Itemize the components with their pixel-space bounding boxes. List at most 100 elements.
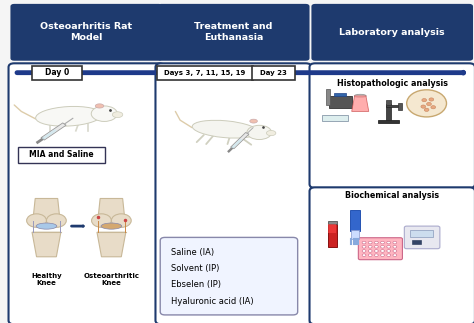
FancyBboxPatch shape (404, 226, 440, 249)
Bar (412, 240, 421, 244)
Circle shape (381, 254, 384, 256)
Circle shape (387, 245, 391, 248)
FancyBboxPatch shape (155, 63, 311, 323)
Circle shape (374, 245, 378, 248)
Ellipse shape (250, 119, 257, 123)
Text: Saline (IA): Saline (IA) (171, 248, 214, 257)
Text: Biochemical analysis: Biochemical analysis (345, 191, 439, 200)
Circle shape (374, 241, 378, 244)
Ellipse shape (91, 106, 117, 121)
Circle shape (387, 254, 391, 256)
Text: Solvent (IP): Solvent (IP) (171, 264, 219, 273)
Circle shape (374, 250, 378, 252)
Text: Day 23: Day 23 (260, 70, 287, 76)
Ellipse shape (36, 223, 57, 229)
Circle shape (91, 214, 111, 227)
Circle shape (421, 105, 426, 108)
Text: Days 3, 7, 11, 15, 19: Days 3, 7, 11, 15, 19 (164, 70, 246, 76)
Text: Histopathologic analysis: Histopathologic analysis (337, 79, 448, 89)
Circle shape (368, 241, 372, 244)
FancyBboxPatch shape (311, 4, 473, 61)
FancyBboxPatch shape (18, 147, 105, 163)
Circle shape (362, 241, 366, 244)
Circle shape (111, 214, 131, 227)
Text: Laboratory analysis: Laboratory analysis (339, 28, 445, 37)
Ellipse shape (354, 94, 366, 98)
Bar (328, 224, 337, 247)
FancyBboxPatch shape (9, 63, 164, 323)
Circle shape (381, 250, 384, 252)
FancyBboxPatch shape (10, 4, 163, 61)
FancyBboxPatch shape (310, 187, 474, 323)
Bar (350, 210, 360, 231)
Ellipse shape (95, 104, 104, 108)
Bar (386, 100, 391, 105)
Polygon shape (97, 232, 126, 257)
Text: Day 0: Day 0 (45, 68, 69, 78)
Polygon shape (33, 198, 60, 220)
Circle shape (431, 106, 436, 109)
Circle shape (46, 214, 66, 227)
Ellipse shape (247, 125, 272, 140)
Circle shape (407, 90, 447, 117)
Circle shape (429, 98, 434, 101)
Bar (334, 93, 346, 96)
Polygon shape (231, 132, 249, 149)
Text: Hyaluronic acid (IA): Hyaluronic acid (IA) (171, 297, 253, 306)
Bar (326, 89, 330, 105)
Text: Ebselen (IP): Ebselen (IP) (171, 280, 220, 289)
Polygon shape (98, 198, 125, 220)
Polygon shape (41, 123, 66, 140)
Bar (322, 115, 348, 121)
Ellipse shape (192, 120, 258, 138)
Bar (329, 96, 352, 108)
Text: MIA and Saline: MIA and Saline (29, 150, 94, 159)
Polygon shape (32, 232, 61, 257)
FancyBboxPatch shape (310, 63, 474, 188)
Polygon shape (42, 129, 57, 140)
Circle shape (393, 245, 397, 248)
FancyBboxPatch shape (358, 238, 402, 260)
Circle shape (362, 254, 366, 256)
Circle shape (27, 214, 46, 227)
Bar (398, 103, 402, 110)
FancyBboxPatch shape (157, 4, 310, 61)
Circle shape (427, 102, 431, 106)
FancyBboxPatch shape (157, 66, 253, 80)
Circle shape (368, 254, 372, 256)
Circle shape (393, 241, 397, 244)
Circle shape (368, 250, 372, 252)
Text: Osteoarhritis Rat
Model: Osteoarhritis Rat Model (40, 22, 133, 42)
Ellipse shape (112, 112, 123, 118)
Bar (378, 120, 399, 123)
Text: Healthy
Knee: Healthy Knee (31, 273, 62, 286)
FancyBboxPatch shape (160, 237, 298, 315)
Ellipse shape (266, 130, 276, 136)
Text: Treatment and
Euthanasia: Treatment and Euthanasia (194, 22, 273, 42)
Circle shape (422, 99, 427, 102)
Bar (328, 224, 336, 233)
Bar (386, 105, 401, 107)
Circle shape (381, 241, 384, 244)
Circle shape (362, 245, 366, 248)
Bar (351, 230, 359, 239)
Circle shape (381, 245, 384, 248)
Polygon shape (352, 96, 369, 111)
Bar (328, 221, 337, 224)
FancyBboxPatch shape (252, 66, 295, 80)
Circle shape (362, 250, 366, 252)
Ellipse shape (101, 223, 122, 229)
Ellipse shape (36, 106, 102, 126)
Circle shape (393, 250, 397, 252)
Bar (410, 230, 433, 237)
FancyBboxPatch shape (32, 66, 82, 80)
Polygon shape (231, 139, 242, 149)
Text: Osteoarthritic
Knee: Osteoarthritic Knee (83, 273, 139, 286)
Circle shape (393, 254, 397, 256)
Circle shape (374, 254, 378, 256)
Circle shape (368, 245, 372, 248)
Bar (386, 104, 391, 120)
Circle shape (424, 108, 429, 111)
Circle shape (387, 241, 391, 244)
Circle shape (387, 250, 391, 252)
